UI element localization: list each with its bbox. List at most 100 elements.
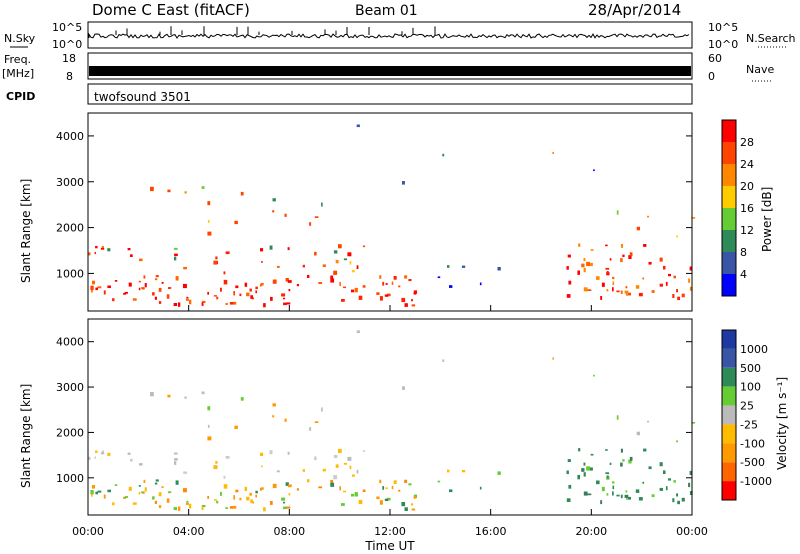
- nsky-tick-bottom: 10^0: [52, 38, 82, 51]
- colorbar-segment: [722, 348, 736, 368]
- echo-cell: [651, 494, 655, 498]
- echo-cell: [343, 258, 347, 261]
- echo-cell: [143, 275, 146, 279]
- echo-cell: [385, 283, 388, 285]
- colorbar-segment: [722, 186, 736, 208]
- echo-cell: [668, 273, 671, 277]
- x-tick-label: 12:00: [374, 525, 406, 538]
- echo-cell: [225, 251, 230, 255]
- echo-cell: [154, 500, 157, 504]
- echo-cell: [635, 285, 640, 289]
- echo-cell: [216, 500, 219, 504]
- echo-cell: [233, 495, 235, 500]
- echo-cell: [379, 275, 382, 279]
- echo-cell: [155, 275, 159, 278]
- echo-cell: [339, 486, 341, 491]
- echo-cell: [321, 202, 323, 207]
- echo-cell: [385, 487, 388, 490]
- echo-cell: [581, 468, 585, 472]
- echo-cell: [356, 469, 359, 474]
- echo-cell: [207, 424, 210, 428]
- echo-cell: [586, 261, 590, 267]
- echo-cell: [232, 301, 237, 305]
- echo-cell: [272, 403, 276, 407]
- echo-cell: [175, 276, 179, 281]
- echo-cell: [566, 498, 571, 502]
- echo-cell: [100, 452, 105, 455]
- echo-cell: [90, 490, 94, 495]
- echo-cell: [225, 303, 228, 305]
- echo-cell: [622, 459, 625, 462]
- echo-cell: [447, 265, 450, 268]
- echo-cell: [362, 450, 366, 452]
- echo-cell: [225, 507, 228, 509]
- echo-cell: [589, 467, 593, 471]
- echo-cell: [152, 292, 155, 296]
- freq-trace: [89, 68, 691, 76]
- velocity-panel-frame: [87, 318, 693, 516]
- echo-cell: [168, 491, 172, 494]
- echo-cell: [586, 466, 590, 471]
- echo-cell: [152, 496, 155, 500]
- echo-cell: [286, 506, 291, 509]
- nave-label: Nave: [746, 63, 774, 76]
- echo-cell: [302, 264, 305, 268]
- echo-cell: [285, 482, 289, 486]
- echo-cell: [207, 291, 209, 295]
- echo-cell: [401, 502, 406, 507]
- echo-cell: [688, 482, 691, 488]
- echo-cell: [201, 505, 206, 508]
- echo-cell: [589, 262, 593, 267]
- echo-cell: [229, 302, 234, 305]
- echo-cell: [91, 289, 93, 293]
- echo-cell: [676, 440, 678, 443]
- echo-cell: [138, 491, 141, 495]
- nsky-line: [88, 32, 690, 39]
- echo-cell: [138, 280, 141, 283]
- echo-cell: [600, 500, 603, 505]
- echo-cell: [123, 497, 127, 499]
- echo-cell: [442, 153, 445, 157]
- echo-cell: [302, 469, 305, 472]
- echo-cell: [681, 293, 685, 298]
- echo-cell: [132, 502, 137, 505]
- echo-cell: [605, 449, 608, 451]
- echo-cell: [629, 456, 633, 461]
- echo-cell: [283, 506, 287, 510]
- echo-cell: [261, 261, 263, 263]
- power-panel-frame: [87, 112, 693, 312]
- x-tick-label: 20:00: [575, 525, 607, 538]
- echo-cell: [283, 297, 286, 300]
- echo-cell: [234, 425, 238, 429]
- power-colorbar: 28 24 20 16 12 8 4: [721, 119, 754, 297]
- echo-cell: [173, 247, 178, 250]
- echo-cell: [201, 186, 205, 189]
- echo-cell: [676, 289, 678, 293]
- echo-cell: [330, 482, 335, 487]
- echo-cell: [234, 220, 238, 225]
- echo-cell: [127, 452, 131, 455]
- echo-cell: [174, 458, 178, 461]
- echo-cell: [244, 282, 248, 287]
- echo-cell: [566, 266, 569, 270]
- echo-cell: [284, 418, 287, 422]
- colorbar-segment: [722, 367, 736, 387]
- colorbar-tick-label: -25: [740, 418, 758, 431]
- echo-cell: [314, 216, 319, 218]
- echo-cell: [225, 456, 230, 459]
- echo-cell: [173, 303, 177, 306]
- echo-cell: [672, 294, 675, 298]
- echo-cell: [606, 271, 609, 274]
- echo-cell: [668, 478, 671, 481]
- echo-cell: [358, 499, 363, 505]
- echo-cell: [173, 507, 177, 511]
- colorbar-segment: [722, 330, 736, 349]
- echo-cell: [309, 222, 312, 226]
- echo-cell: [223, 271, 226, 275]
- echo-cell: [269, 245, 273, 250]
- echo-cell: [616, 415, 619, 420]
- echo-cell: [596, 480, 600, 485]
- echo-cell: [207, 201, 211, 206]
- echo-cell: [101, 450, 104, 453]
